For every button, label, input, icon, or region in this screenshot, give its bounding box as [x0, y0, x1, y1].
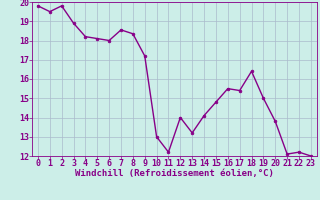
- X-axis label: Windchill (Refroidissement éolien,°C): Windchill (Refroidissement éolien,°C): [75, 169, 274, 178]
